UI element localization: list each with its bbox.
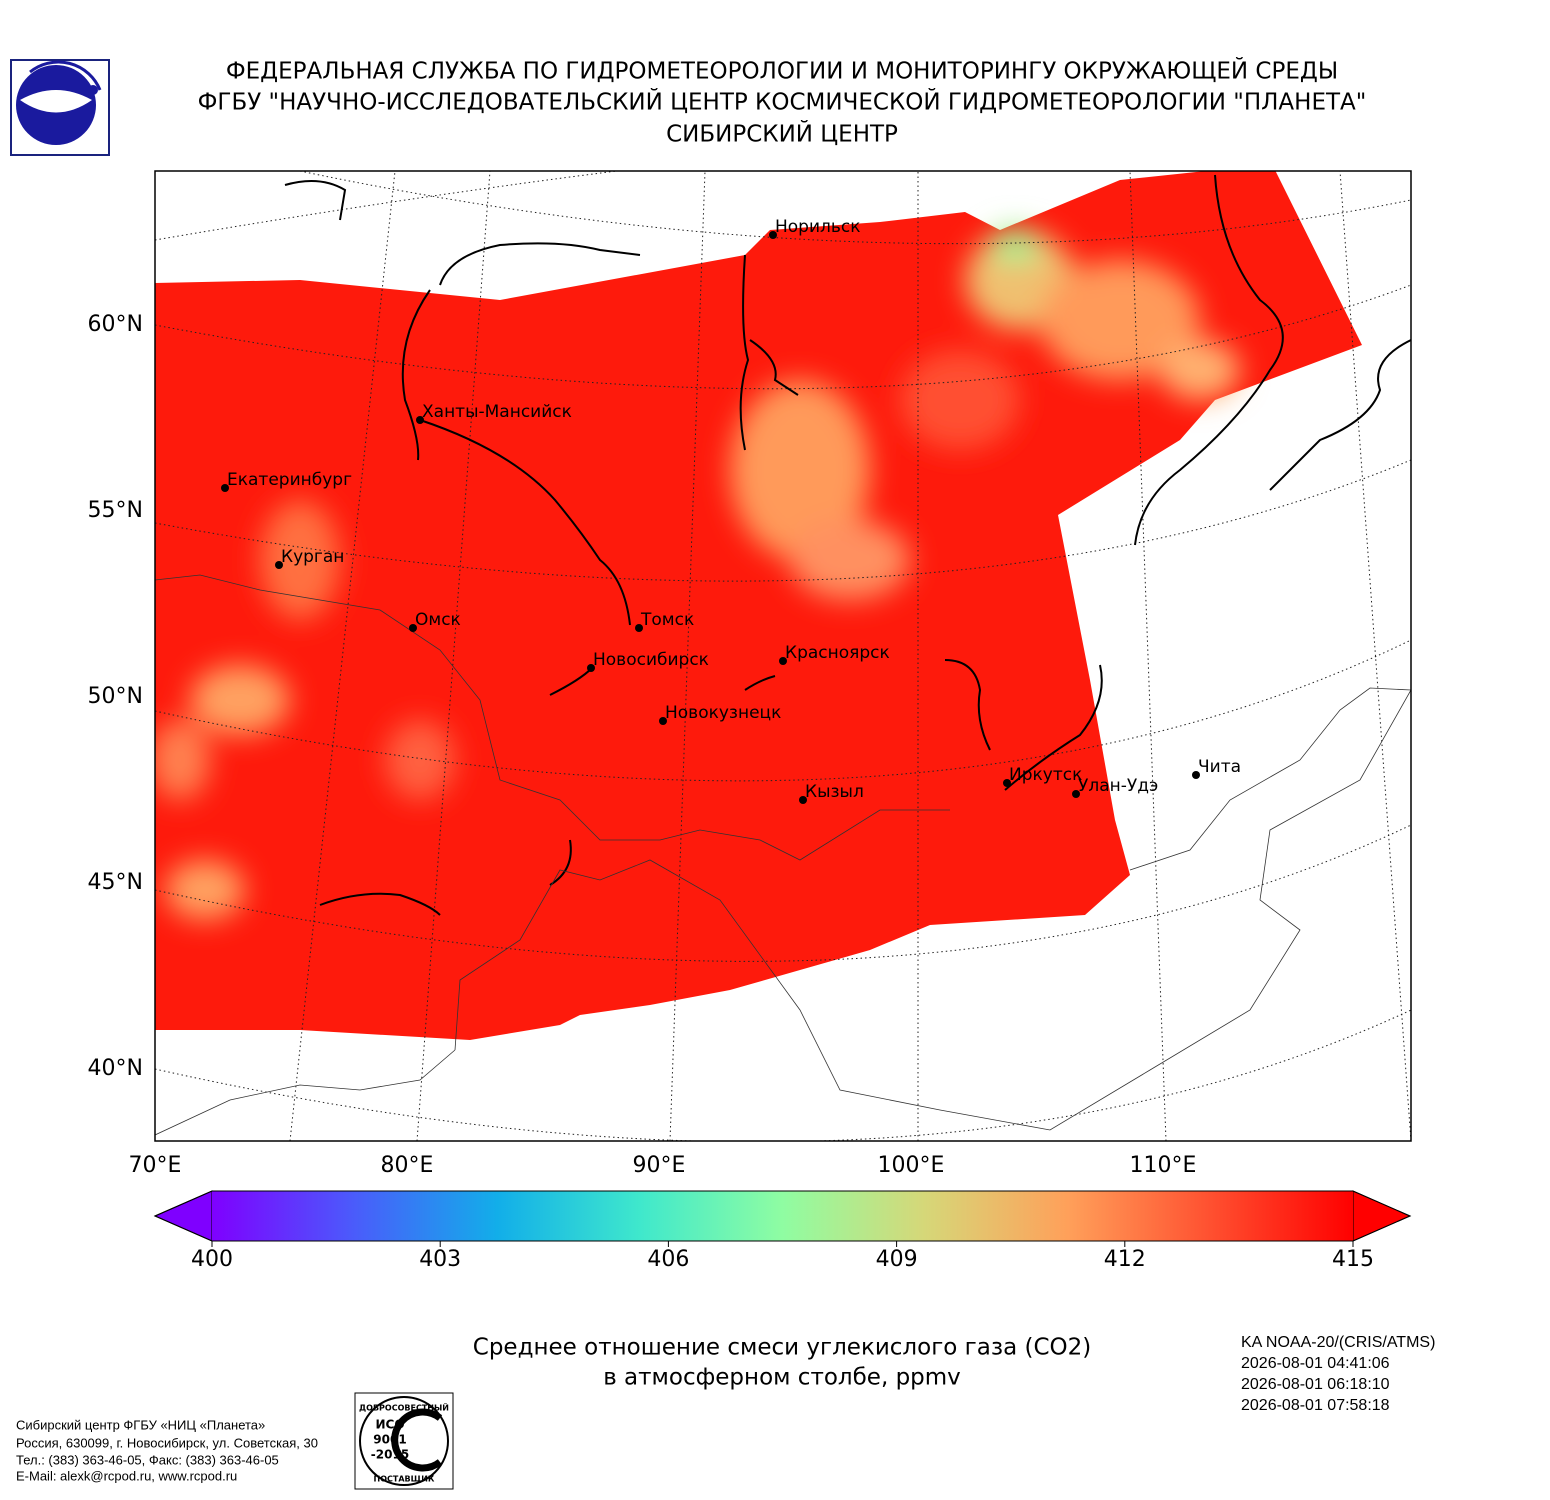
city-marker xyxy=(409,624,417,632)
city-marker xyxy=(1192,771,1200,779)
address: E-Mail: alexk@rcpod.ru, www.rcpod.ru xyxy=(16,1468,237,1483)
footer-title: в атмосферном столбе, ppmv xyxy=(603,1365,961,1391)
city-label: Томск xyxy=(640,610,694,630)
city-label: Курган xyxy=(281,547,344,567)
city-marker xyxy=(587,664,595,672)
lon-tick-label: 70°E xyxy=(129,1153,182,1178)
graticule xyxy=(155,171,1411,1141)
satellite-info: KA NOAA-20/(CRIS/ATMS) xyxy=(1241,1334,1435,1351)
field-variation xyxy=(155,227,1240,920)
badge-text: -2015 xyxy=(371,1448,409,1462)
coastlines-rivers xyxy=(155,174,1411,1136)
city-label: Иркутск xyxy=(1009,765,1082,785)
header-line: СИБИРСКИЙ ЦЕНТР xyxy=(666,120,898,148)
city-label: Ханты-Мансийск xyxy=(422,402,572,422)
city-label: Красноярск xyxy=(785,643,890,663)
iso-badge: ДОБРОСОВЕСТНЫЙ ИСО 9001 -2015 ПОСТАВЩИК xyxy=(354,1392,454,1490)
address: Россия, 630099, г. Новосибирск, ул. Сове… xyxy=(16,1435,318,1450)
colorbar-tick-label: 412 xyxy=(1104,1247,1146,1272)
city-marker xyxy=(659,717,667,725)
footer: Среднее отношение смеси углекислого газа… xyxy=(16,1334,1435,1490)
badge-text: ДОБРОСОВЕСТНЫЙ xyxy=(359,1402,449,1413)
city-label: Омск xyxy=(415,610,461,630)
data-field xyxy=(155,171,1362,1040)
colorbar: 400 403 406 409 412 415 xyxy=(153,1190,1412,1272)
colorbar-tick-label: 403 xyxy=(419,1247,461,1272)
colorbar-under xyxy=(153,1190,213,1242)
city-label: Новосибирск xyxy=(593,650,709,670)
satellite-info: 2026-08-01 04:41:06 xyxy=(1241,1355,1390,1372)
header: ФЕДЕРАЛЬНАЯ СЛУЖБА ПО ГИДРОМЕТЕОРОЛОГИИ … xyxy=(198,57,1367,148)
lon-tick-label: 90°E xyxy=(633,1153,686,1178)
lat-tick-label: 50°N xyxy=(88,684,143,709)
address: Тел.: (383) 363-46-05, Факс: (383) 363-4… xyxy=(16,1452,279,1467)
lon-tick-label: 110°E xyxy=(1130,1153,1197,1178)
city-label: Екатеринбург xyxy=(227,470,352,490)
header-line: ФГБУ "НАУЧНО-ИССЛЕДОВАТЕЛЬСКИЙ ЦЕНТР КОС… xyxy=(198,88,1367,116)
lat-tick-label: 55°N xyxy=(88,498,143,523)
footer-title: Среднее отношение смеси углекислого газа… xyxy=(473,1335,1091,1361)
city-marker xyxy=(635,624,643,632)
city-marker xyxy=(779,657,787,665)
city-marker xyxy=(275,561,283,569)
badge-text: ИСО xyxy=(375,1418,404,1432)
city-label: Норильск xyxy=(775,217,861,237)
badge-text: ПОСТАВЩИК xyxy=(374,1475,435,1484)
colorbar-tick-label: 406 xyxy=(647,1247,689,1272)
satellite-info: 2026-08-01 06:18:10 xyxy=(1241,1376,1390,1393)
city-label: Кызыл xyxy=(805,782,864,802)
lat-tick-label: 40°N xyxy=(88,1056,143,1081)
lat-tick-label: 60°N xyxy=(88,312,143,337)
map-area xyxy=(155,171,1411,1141)
city-marker xyxy=(1072,790,1080,798)
lon-tick-label: 100°E xyxy=(878,1153,945,1178)
colorbar-tick-label: 409 xyxy=(876,1247,918,1272)
header-line: ФЕДЕРАЛЬНАЯ СЛУЖБА ПО ГИДРОМЕТЕОРОЛОГИИ … xyxy=(226,57,1338,85)
city-label: Чита xyxy=(1198,757,1241,777)
satellite-info: 2026-08-01 07:58:18 xyxy=(1241,1397,1390,1414)
city-marker xyxy=(1003,779,1011,787)
colorbar-tick-label: 400 xyxy=(191,1247,233,1272)
city-label: Улан-Удэ xyxy=(1078,776,1158,796)
city-marker xyxy=(799,796,807,804)
city-marker xyxy=(416,416,424,424)
logo xyxy=(10,59,110,156)
colorbar-over xyxy=(1352,1190,1412,1242)
city-marker xyxy=(769,231,777,239)
lon-tick-label: 80°E xyxy=(381,1153,434,1178)
city-marker xyxy=(221,484,229,492)
colorbar-tick-label: 415 xyxy=(1332,1247,1374,1272)
badge-text: 9001 xyxy=(373,1433,406,1447)
city-label: Новокузнецк xyxy=(665,703,781,723)
address: Сибирский центр ФГБУ «НИЦ «Планета» xyxy=(16,1417,265,1432)
lat-tick-label: 45°N xyxy=(88,870,143,895)
map-frame xyxy=(154,170,1412,1142)
colorbar-body xyxy=(212,1191,1353,1241)
